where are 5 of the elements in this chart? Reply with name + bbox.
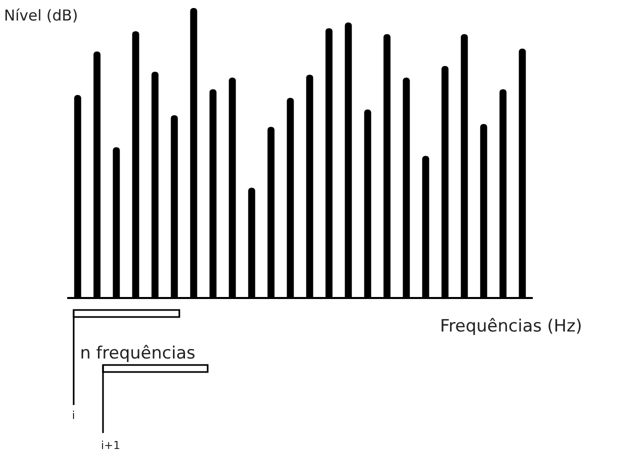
text: n frequências — [80, 344, 196, 364]
x-axis-title: Frequências (Hz) — [440, 316, 582, 336]
y-axis-title: Nível (dB) — [4, 6, 78, 24]
text: i+1 — [101, 439, 120, 452]
text: i — [72, 409, 76, 422]
